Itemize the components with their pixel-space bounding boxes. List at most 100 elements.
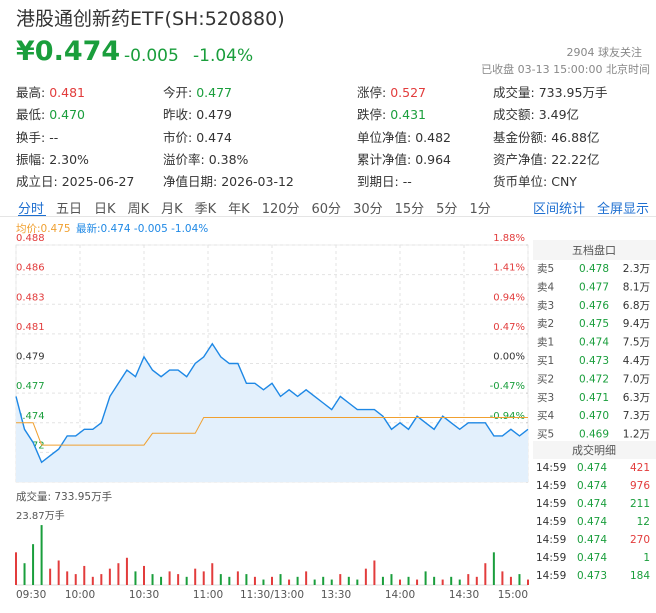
stat-value: 0.474 [196,129,233,145]
stat-label: 到期日: [357,174,399,190]
y-tick-label: 0.488 [16,233,45,244]
volume-bar [288,579,291,585]
x-tick-label: 15:00 [498,589,528,601]
stat-item: 最低: 0.470 [16,104,85,123]
volume-bar [202,571,205,585]
volume-bar [108,568,111,585]
x-tick-label: 13:30 [321,589,351,601]
volume-bar [262,579,265,585]
volume-bar [194,568,197,585]
trade-volume: 270 [630,534,650,546]
trade-volume: 976 [630,480,650,492]
volume-bar [66,571,69,585]
period-tab[interactable]: 季K [194,202,217,217]
x-tick-label: 10:30 [129,589,159,601]
stat-value: 2025-06-27 [61,174,135,190]
book-price: 0.477 [579,281,609,293]
volume-bar [416,579,419,585]
stat-value: -- [49,129,59,145]
stat-item: 振幅: 2.30% [16,149,89,168]
period-tab[interactable]: 1分 [469,202,491,217]
stat-value: 0.482 [415,129,452,145]
book-price: 0.473 [579,355,609,367]
book-price: 0.475 [579,318,609,330]
period-tab[interactable]: 年K [228,202,250,217]
stat-item: 昨收: 0.479 [163,104,232,123]
volume-bar [185,576,188,585]
volume-bar [399,579,401,585]
stat-item: 市价: 0.474 [163,127,232,146]
x-tick-label: 11:00 [193,589,223,601]
volume-bar [91,576,94,585]
tab-link[interactable]: 全屏显示 [597,202,650,217]
volume-bar [484,563,487,585]
period-tab[interactable]: 15分 [394,202,425,217]
period-tab[interactable]: 日K [94,202,116,217]
volume-bar [271,576,273,585]
stat-value: 0.477 [196,85,233,100]
period-tab[interactable]: 分时 [18,202,45,217]
trade-volume: 421 [630,462,650,474]
stat-label: 成立日: [16,174,58,190]
followers[interactable]: 2904 球友关注 [566,46,643,59]
volume-bar [100,574,103,585]
volume-bar [467,574,470,585]
book-volume: 6.8万 [623,300,650,312]
stat-label: 基金份额: [493,129,548,145]
stat-item: 货币单位: CNY [493,171,577,190]
stat-item: 今开: 0.477 [163,82,232,101]
volume-bar [219,574,222,585]
y-tick-label: 0.474 [16,411,45,422]
volume-bar [15,552,17,585]
stat-label: 资产净值: [493,151,548,167]
trade-time: 14:59 [536,462,566,474]
volume-bar [381,576,384,585]
period-tab[interactable]: 五日 [56,202,83,217]
stat-item: 净值日期: 2026-03-12 [163,171,294,190]
stat-value: 0.470 [49,107,86,123]
volume-bar [151,574,154,585]
period-tab[interactable]: 月K [161,202,183,217]
volume-bar [509,576,512,585]
y2-tick-label: -0.94% [490,411,525,422]
price-line [15,342,529,464]
book-volume: 7.5万 [623,337,650,349]
order-book-title: 五档盘口 [572,243,616,257]
volume-bar [373,560,376,585]
book-volume: 7.0万 [623,373,650,385]
stat-value: 0.481 [49,85,86,100]
latest-legend: 最新:0.474 -0.005 -1.04% [76,223,209,235]
volume-bar [347,576,350,585]
trade-price: 0.474 [577,480,607,492]
volume-bar [74,574,77,585]
trade-price: 0.474 [577,552,607,564]
period-tab[interactable]: 5分 [436,202,458,217]
trade-volume: 184 [630,570,650,582]
trade-price: 0.474 [577,462,607,474]
y-tick-label: 0.477 [16,381,45,392]
period-tab[interactable]: 周K [127,202,150,217]
book-label: 买2 [537,373,554,385]
period-tab[interactable]: 120分 [261,202,300,217]
book-label: 买5 [537,429,554,441]
trade-time: 14:59 [536,570,566,582]
x-tick-label: 10:00 [65,589,95,601]
y2-tick-label: 0.47% [493,322,525,333]
tab-link[interactable]: 区间统计 [533,202,586,217]
volume-bar [527,579,529,585]
volume-bar [125,557,128,585]
stat-label: 货币单位: [493,174,548,190]
side-panel-bg [533,441,656,459]
period-tab[interactable]: 60分 [311,202,342,217]
y2-tick-label: 0.00% [493,352,525,363]
volume-bar [364,568,367,585]
book-price: 0.471 [579,392,609,404]
book-price: 0.470 [579,410,609,422]
period-tab[interactable]: 30分 [353,202,383,217]
volume-bar [433,576,436,585]
volume-bar [117,563,120,585]
price: ¥0.474 [16,36,121,67]
volume-bar [492,552,495,585]
